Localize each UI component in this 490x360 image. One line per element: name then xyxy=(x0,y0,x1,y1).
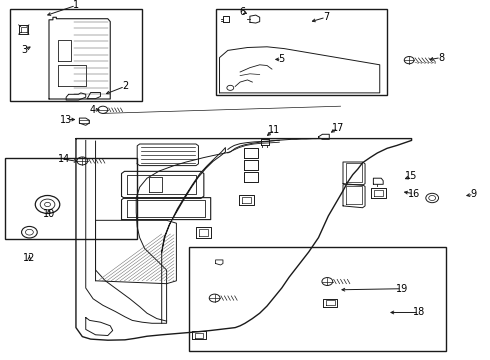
Text: 10: 10 xyxy=(43,209,55,219)
Text: 3: 3 xyxy=(22,45,27,55)
Text: 9: 9 xyxy=(471,189,477,199)
Text: 7: 7 xyxy=(323,12,329,22)
Bar xyxy=(189,247,446,351)
Text: 12: 12 xyxy=(23,253,36,264)
Text: 17: 17 xyxy=(332,123,344,133)
Bar xyxy=(10,9,142,101)
Text: 1: 1 xyxy=(73,0,79,10)
Text: 8: 8 xyxy=(438,53,444,63)
Text: 5: 5 xyxy=(279,54,285,64)
Text: 16: 16 xyxy=(408,189,420,199)
Bar xyxy=(216,9,387,95)
Text: 15: 15 xyxy=(405,171,418,181)
Text: 2: 2 xyxy=(122,81,128,91)
Text: 13: 13 xyxy=(60,114,73,125)
Text: 6: 6 xyxy=(240,6,245,17)
Bar xyxy=(5,158,137,239)
Text: 11: 11 xyxy=(269,125,280,135)
Text: 14: 14 xyxy=(58,154,70,164)
Text: 18: 18 xyxy=(413,307,425,318)
Text: 19: 19 xyxy=(395,284,408,294)
Text: 4: 4 xyxy=(90,105,96,115)
